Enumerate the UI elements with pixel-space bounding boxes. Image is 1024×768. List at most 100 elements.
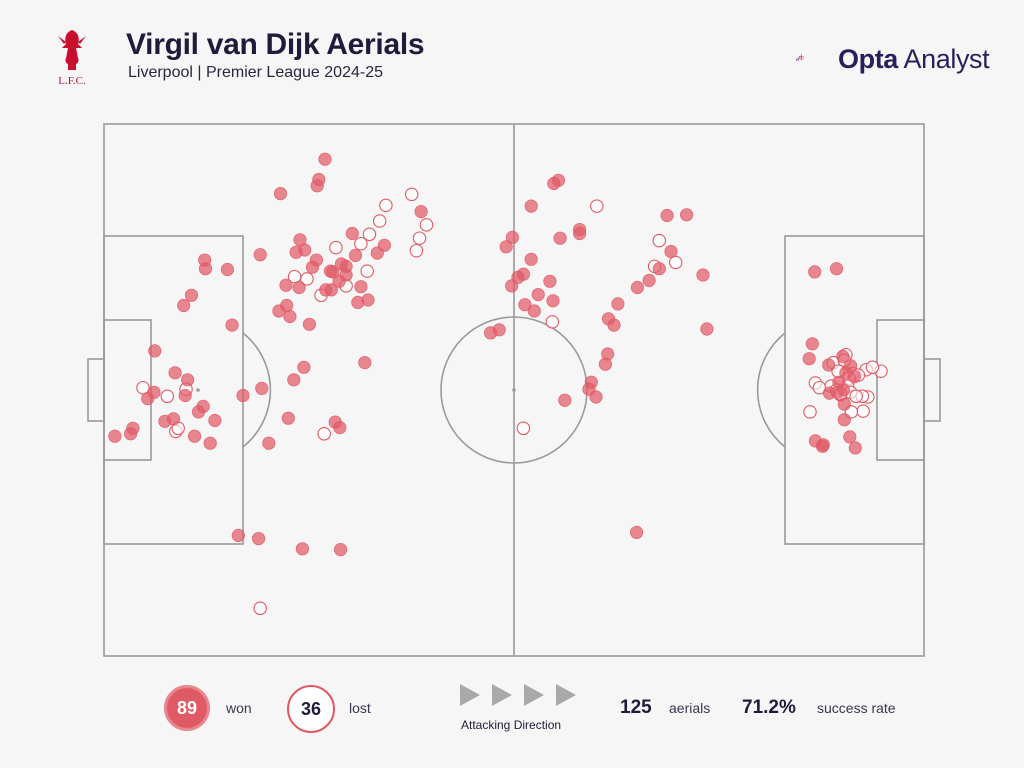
aerial-won-point (642, 273, 656, 288)
aerial-won-point (181, 373, 195, 387)
aerial-won-point (611, 297, 625, 311)
crest-text: L.F.C. (58, 75, 86, 87)
aerial-won-point (177, 298, 191, 313)
aerial-won-point (188, 429, 202, 443)
aerial-won-point (816, 438, 830, 452)
aerial-won-point (310, 179, 324, 193)
aerial-won-point (505, 279, 519, 293)
aerial-won-point (196, 399, 210, 413)
aerial-lost-point (812, 380, 827, 395)
aerial-won-point (203, 436, 217, 450)
aerial-lost-point (419, 218, 434, 232)
aerial-won-point (527, 304, 541, 318)
page-subtitle: Liverpool | Premier League 2024-25 (128, 64, 383, 81)
aerial-won-point (108, 429, 122, 443)
left-penalty-arc (242, 332, 272, 448)
aerials-count: 125 (620, 697, 652, 718)
aerial-lost-point (136, 380, 150, 395)
aerial-won-point (558, 393, 572, 407)
aerial-lost-point (545, 315, 560, 329)
aerial-won-point (166, 412, 181, 426)
left-goal (87, 358, 105, 422)
aerial-lost-point (590, 199, 604, 213)
right-six-yard-box (876, 319, 925, 461)
aerial-won-point (630, 280, 645, 295)
aerial-lost-point (329, 240, 343, 255)
aerial-lost-point (865, 360, 880, 375)
aerial-lost-point (360, 264, 374, 278)
aerial-won-point (289, 245, 303, 259)
aerial-lost-point (668, 255, 683, 270)
aerial-lost-point (652, 233, 667, 248)
aerial-won-point (518, 298, 532, 312)
aerial-won-point (351, 295, 365, 309)
aerial-won-point (225, 318, 239, 332)
left-penalty-spot (196, 388, 200, 392)
aerial-won-point (837, 397, 851, 411)
aerial-won-point (660, 208, 674, 223)
aerial-won-point (358, 355, 372, 370)
aerial-won-point (679, 208, 694, 222)
aerial-lost-point (362, 227, 377, 242)
aerial-won-point (292, 280, 306, 295)
aerial-won-point (255, 381, 269, 395)
aerial-won-point (553, 231, 567, 245)
aerial-won-point (805, 337, 819, 351)
aerials-label: aerials (669, 700, 711, 716)
aerial-won-point (333, 542, 348, 557)
aerial-lost-point (372, 214, 387, 228)
aerial-won-point (262, 436, 276, 450)
aerial-won-point (414, 205, 428, 219)
aerial-lost-point (300, 272, 314, 286)
aerial-won-point (598, 357, 613, 371)
aerial-won-point (208, 413, 222, 428)
lost-count-badge: 36 (287, 685, 335, 733)
aerial-lost-point (354, 236, 368, 251)
aerial-won-point (148, 344, 162, 358)
aerial-won-point (652, 262, 666, 276)
aerial-won-point (124, 427, 138, 441)
aerial-won-point (830, 385, 844, 399)
aerial-won-point (843, 430, 857, 444)
aerial-won-point (318, 152, 332, 166)
aerial-lost-point (379, 198, 393, 213)
success-rate-label: success rate (817, 700, 896, 716)
aerial-won-point (572, 226, 587, 241)
aerial-won-point (547, 176, 561, 191)
pitch-spots (196, 388, 832, 392)
aerial-won-point (589, 390, 603, 404)
aerial-won-point (524, 199, 538, 213)
attacking-direction-arrows-icon (460, 684, 576, 706)
aerial-lost-point (412, 231, 427, 245)
aerial-lost-point (856, 404, 870, 418)
aerial-won-point (499, 240, 513, 254)
aerial-won-point (802, 352, 816, 366)
aerial-won-point (516, 267, 531, 281)
aerial-won-point (333, 420, 347, 435)
aerial-won-point (607, 318, 621, 332)
aerial-won-point (297, 360, 311, 374)
aerial-won-point (252, 531, 266, 546)
opta-logo-icon (796, 54, 804, 61)
lost-label: lost (349, 700, 371, 716)
aerial-won-point (324, 283, 338, 297)
won-count-badge: 89 (164, 685, 210, 731)
opta-analyst-wordmark: Opta Analyst (838, 44, 990, 74)
aerial-won-point (836, 349, 850, 363)
aerial-lost-point (253, 601, 267, 616)
aerial-won-point (546, 294, 560, 308)
aerial-won-point (295, 542, 309, 556)
aerial-won-point (839, 366, 853, 380)
won-aerials-layer (108, 152, 862, 557)
aerial-won-point (837, 413, 851, 427)
won-label: won (226, 700, 252, 716)
centre-spot (512, 388, 516, 392)
aerial-won-point (287, 373, 301, 387)
aerial-won-point (253, 248, 267, 262)
aerial-won-point (524, 252, 538, 266)
aerial-won-point (236, 388, 250, 403)
aerial-lost-point (803, 405, 817, 419)
aerial-won-point (700, 322, 714, 336)
aerial-won-point (531, 287, 545, 302)
